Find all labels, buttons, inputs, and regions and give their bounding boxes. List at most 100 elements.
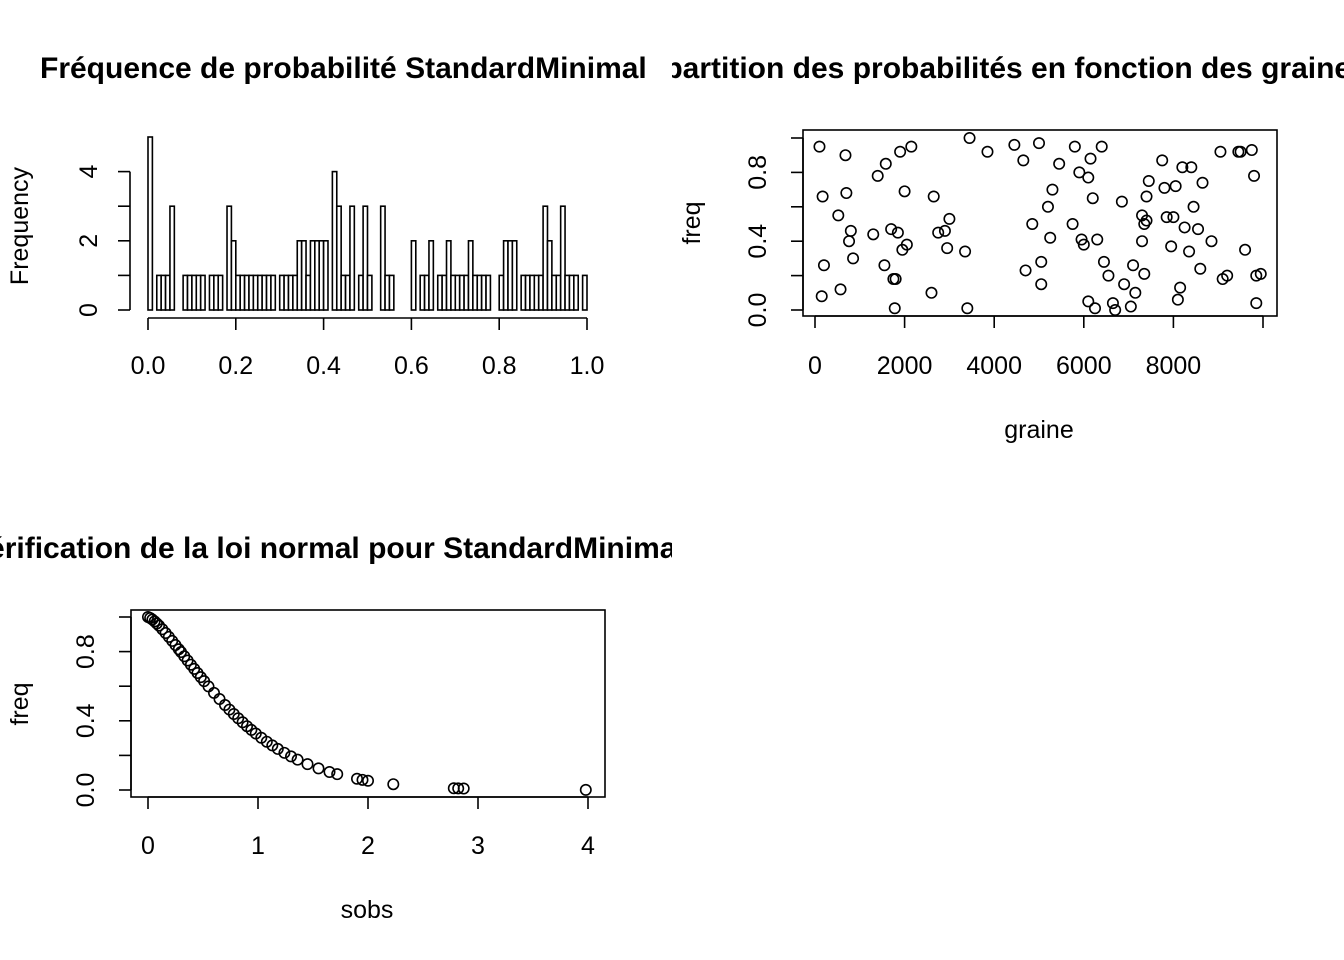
seed-scatter-point [1234,145,1247,158]
seed-scatter-point [1178,221,1191,234]
seed-scatter-point [943,212,956,225]
seed-scatter-point [1082,171,1095,184]
histogram-bar [379,205,386,311]
histogram-bar [169,205,176,311]
seed-scatter-point [900,238,913,251]
seed-scatter-point [981,145,994,158]
histogram-panel: Fréquence de probabilité StandardMinimal… [6,52,647,380]
seed-scatter-point [1174,281,1187,294]
seed-scatter-point [1192,223,1205,236]
histogram-bar [217,274,224,311]
seed-scatter-point [1205,235,1218,248]
normality-title: Vérification de la loi normal pour Stand… [0,532,685,565]
histogram-x-tick-label: 0.0 [131,352,166,380]
seed-scatter-point [894,145,907,158]
seed-scatter-point [1035,255,1048,268]
histogram-y-tick-label: 2 [75,234,103,248]
seed-scatter-point [1118,278,1131,291]
seed-scatter-x-tick-label: 2000 [877,352,933,380]
seed-scatter-point [1091,233,1104,246]
seed-scatter-point [889,273,902,286]
histogram-bar [147,136,154,311]
normality-point [156,623,169,636]
seed-scatter-point [1165,240,1178,253]
normality-point [153,619,166,632]
histogram-x-tick-label: 0.6 [394,352,429,380]
seed-scatter-point [938,224,951,237]
normality-point [331,768,344,781]
histogram-y-tick-label: 4 [75,165,103,179]
seed-scatter-point [1124,300,1137,313]
seed-scatter-point [1073,166,1086,179]
seed-scatter-point [840,187,853,200]
seed-scatter-point [834,283,847,296]
seed-scatter-point [1142,175,1155,188]
seed-scatter-y-tick-label: 0.4 [744,224,772,259]
seed-scatter-point [816,190,829,203]
seed-scatter-point [885,223,898,236]
normality-axes: 0 1 2 3 4 0.0 0.4 0.8 [72,616,595,860]
seed-scatter-point [813,140,826,153]
seed-scatter-x-tick-label: 4000 [966,352,1022,380]
seed-scatter-point [905,140,918,153]
seed-scatter-point [871,169,884,182]
normality-point [208,686,221,699]
seed-scatter-point [1254,267,1267,280]
seed-scatter-point [839,149,852,162]
seed-scatter-point [941,242,954,255]
histogram-axes: 0.0 0.2 0.4 0.6 0.8 1.0 0 2 4 [75,165,604,380]
histogram-x-tick-label: 0.2 [218,352,253,380]
seed-scatter-point [1167,211,1180,224]
seed-scatter-x-tick-label: 8000 [1146,352,1202,380]
normality-point [350,772,363,785]
seed-scatter-point [932,226,945,239]
seed-scatter-point [1196,176,1209,189]
seed-scatter-point [1109,303,1122,316]
normality-point [361,774,374,787]
histogram-x-tick-label: 0.4 [306,352,341,380]
histogram-x-tick-label: 1.0 [570,352,605,380]
seed-scatter-point [847,252,860,265]
seed-scatter-point [1102,269,1115,282]
seed-scatter-point [1138,267,1151,280]
seed-scatter-point [1221,269,1234,282]
normality-point [271,742,284,755]
seed-scatter-point [1044,231,1057,244]
seed-scatter-point [1008,138,1021,151]
histogram-bar [335,205,342,311]
histogram-bar [366,274,373,311]
normality-point [278,746,291,759]
seed-scatter-point [832,209,845,222]
histogram-bar [581,274,588,311]
histogram-bar [270,274,277,311]
seed-scatter-point [1097,255,1110,268]
seed-scatter-point [959,245,972,258]
seed-scatter-point [1127,259,1140,272]
histogram-x-tick-label: 0.8 [482,352,517,380]
seed-scatter-point [867,228,880,241]
seed-scatter-point [888,302,901,315]
seed-scatter-point [1089,302,1102,315]
seed-scatter-point [1041,200,1054,213]
seed-scatter-point [898,185,911,198]
seed-scatter-point [1077,238,1090,251]
seed-scatter-point [1026,218,1039,231]
histogram-bar [511,240,518,311]
histogram-bar [199,274,206,311]
seed-scatter-point [1176,161,1189,174]
seed-scatter-point [1171,293,1184,306]
seed-scatter-point [878,259,891,272]
seed-scatter-y-tick-label: 0.8 [744,155,772,190]
normality-point [323,765,336,778]
seed-scatter-point [927,190,940,203]
normality-point [284,750,297,763]
seed-scatter-point [879,157,892,170]
seed-scatter-point [1129,286,1142,299]
histogram-bar [428,240,435,311]
seed-scatter-x-tick-label: 6000 [1056,352,1112,380]
normality-point [291,753,304,766]
seed-scatter-point [1248,169,1261,182]
seed-scatter-point [1183,245,1196,258]
seed-scatter-point [1156,154,1169,167]
